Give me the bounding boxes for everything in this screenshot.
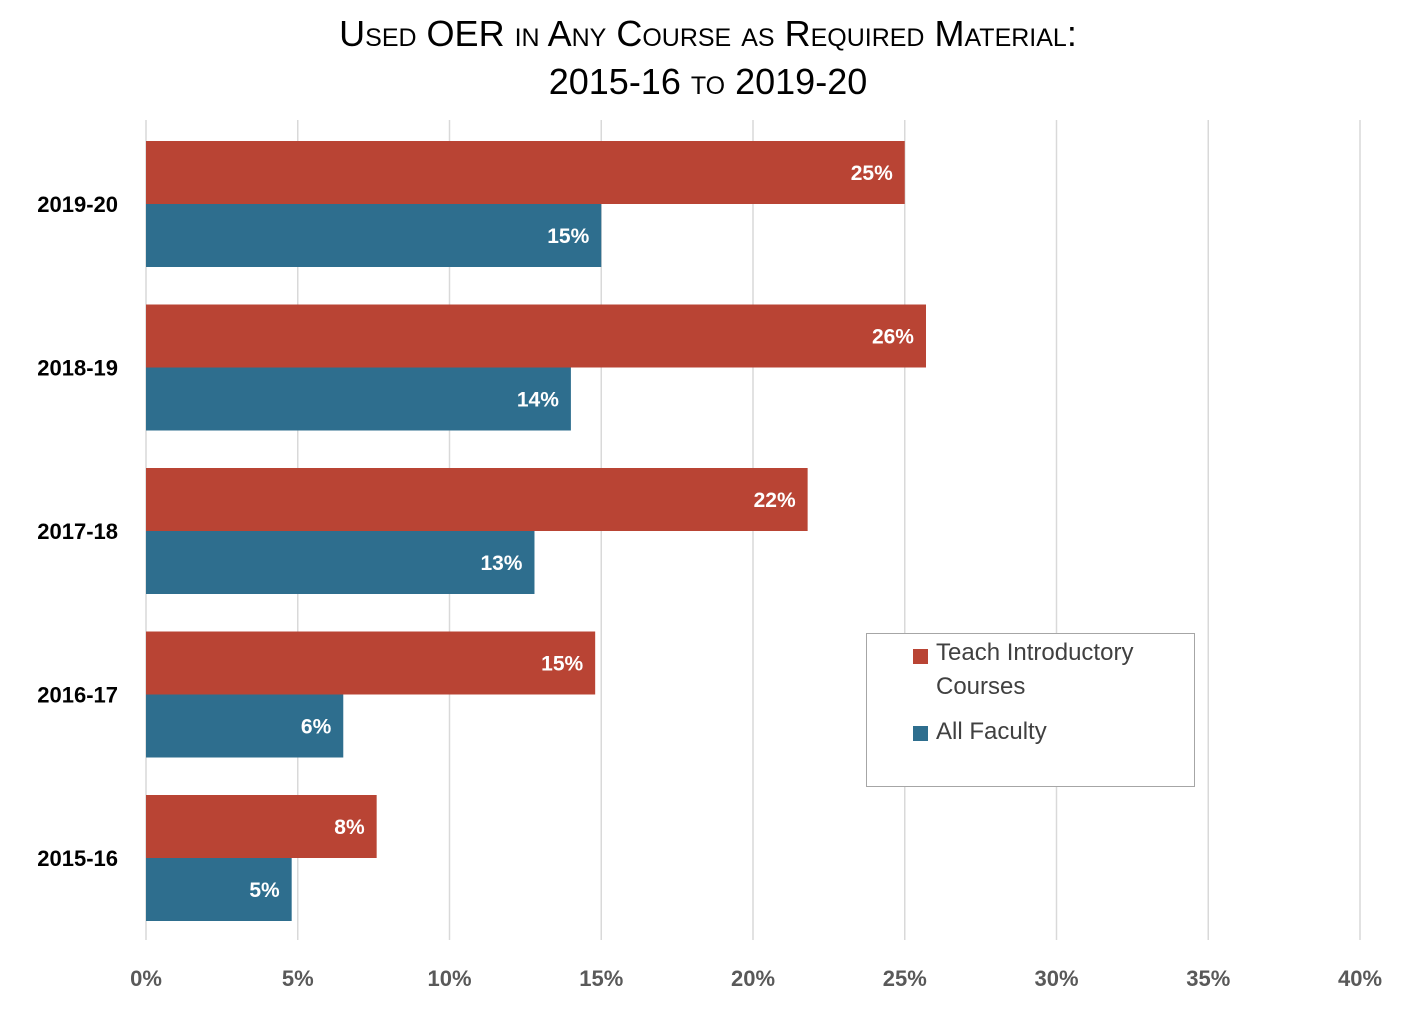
bar-all-2015-16 [146, 858, 292, 921]
bar-intro-2018-19 [146, 304, 926, 368]
category-label-2016-17: 2016-17 [37, 683, 118, 708]
chart-title-line-2: 2015-16 to 2019-20 [548, 61, 868, 102]
data-label-intro-2016-17: 15% [541, 653, 583, 676]
bar-all-2018-19 [146, 367, 571, 431]
x-tick-label-3: 15% [579, 966, 623, 991]
bar-intro-2017-18 [146, 468, 808, 531]
legend-swatch-all [913, 726, 928, 741]
x-tick-label-6: 30% [1034, 966, 1078, 991]
legend-label-intro-line-1: Teach Introductory [936, 639, 1134, 666]
data-label-all-2017-18: 13% [480, 552, 522, 575]
x-tick-label-1: 5% [282, 966, 314, 991]
x-tick-label-7: 35% [1186, 966, 1230, 991]
chart-title: Used OER in Any Course as Required Mater… [0, 10, 1416, 106]
x-tick-label-4: 20% [731, 966, 775, 991]
legend-label-all: All Faculty [936, 715, 1047, 749]
category-label-2017-18: 2017-18 [37, 519, 118, 544]
bar-all-2016-17 [146, 694, 344, 758]
x-tick-label-8: 40% [1338, 966, 1382, 991]
bar-all-2019-20 [146, 204, 602, 267]
data-label-intro-2018-19: 26% [872, 326, 914, 349]
category-label-2019-20: 2019-20 [37, 192, 118, 217]
data-label-intro-2019-20: 25% [851, 162, 893, 185]
data-label-all-2018-19: 14% [517, 389, 559, 412]
data-label-intro-2015-16: 8% [334, 816, 365, 839]
bar-intro-2015-16 [146, 795, 377, 858]
chart-legend: Teach Introductory Courses All Faculty [866, 633, 1195, 787]
data-label-intro-2017-18: 22% [754, 489, 796, 512]
x-tick-label-5: 25% [883, 966, 927, 991]
legend-swatch-intro [913, 649, 928, 664]
legend-label-all-line-1: All Faculty [936, 718, 1047, 745]
data-label-all-2016-17: 6% [301, 716, 332, 739]
x-tick-label-0: 0% [130, 966, 162, 991]
category-label-2015-16: 2015-16 [37, 846, 118, 871]
data-label-all-2019-20: 15% [547, 225, 589, 248]
x-tick-label-2: 10% [427, 966, 471, 991]
category-label-2018-19: 2018-19 [37, 356, 118, 381]
bar-intro-2019-20 [146, 141, 905, 204]
chart-title-line-1: Used OER in Any Course as Required Mater… [339, 13, 1077, 54]
bar-all-2017-18 [146, 531, 535, 594]
legend-label-intro-line-2: Courses [936, 673, 1026, 700]
data-label-all-2015-16: 5% [249, 879, 280, 902]
bar-intro-2016-17 [146, 631, 596, 695]
legend-label-intro: Teach Introductory Courses [936, 636, 1133, 704]
